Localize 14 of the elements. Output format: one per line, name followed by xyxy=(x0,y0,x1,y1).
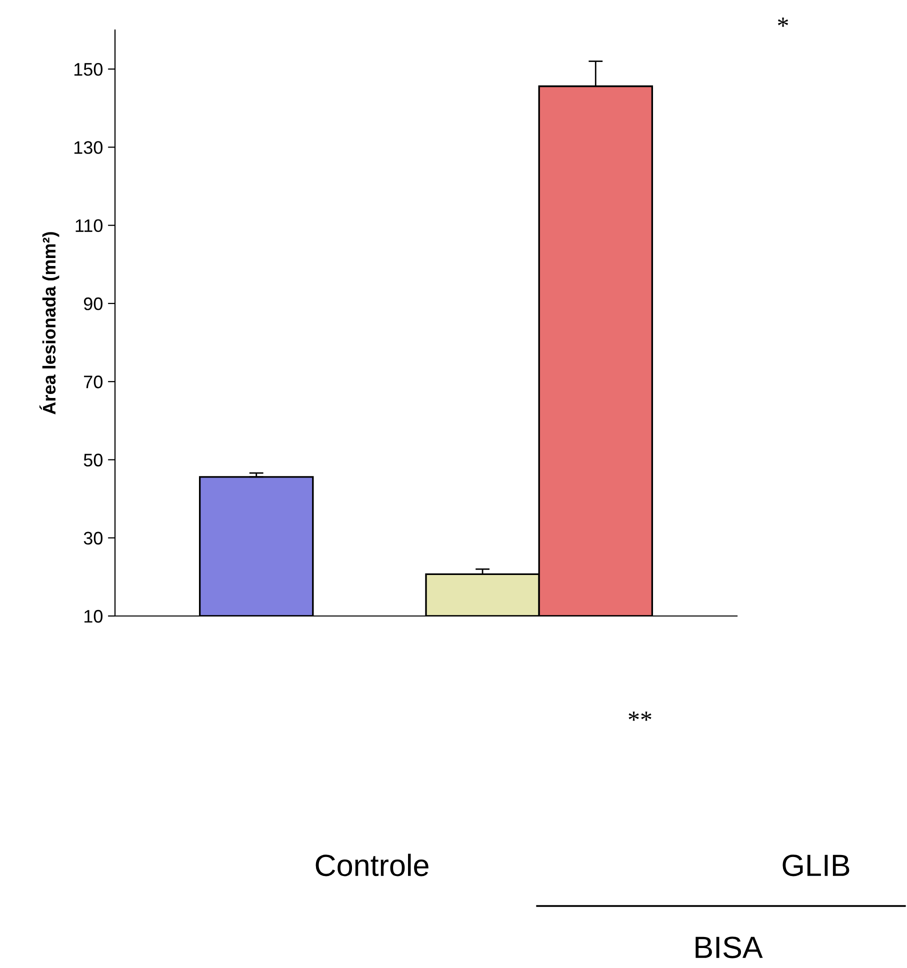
y-tick-label: 130 xyxy=(74,141,102,154)
y-tick-label: 150 xyxy=(74,63,102,76)
y-tick-label: 110 xyxy=(76,219,102,232)
text: GLIB xyxy=(782,854,850,876)
text: BISA xyxy=(696,936,763,958)
text: Controle xyxy=(316,854,428,876)
text: ** xyxy=(628,712,652,721)
y-tick-label: 90 xyxy=(84,297,102,310)
y-tick-label: 50 xyxy=(84,454,102,466)
y-tick-label: 70 xyxy=(84,376,102,388)
y-tick-label: 30 xyxy=(84,532,102,545)
y-axis-title: Área lesionada (mm²) xyxy=(39,232,60,414)
text: * xyxy=(778,18,788,27)
y-tick-label: 10 xyxy=(84,610,102,623)
